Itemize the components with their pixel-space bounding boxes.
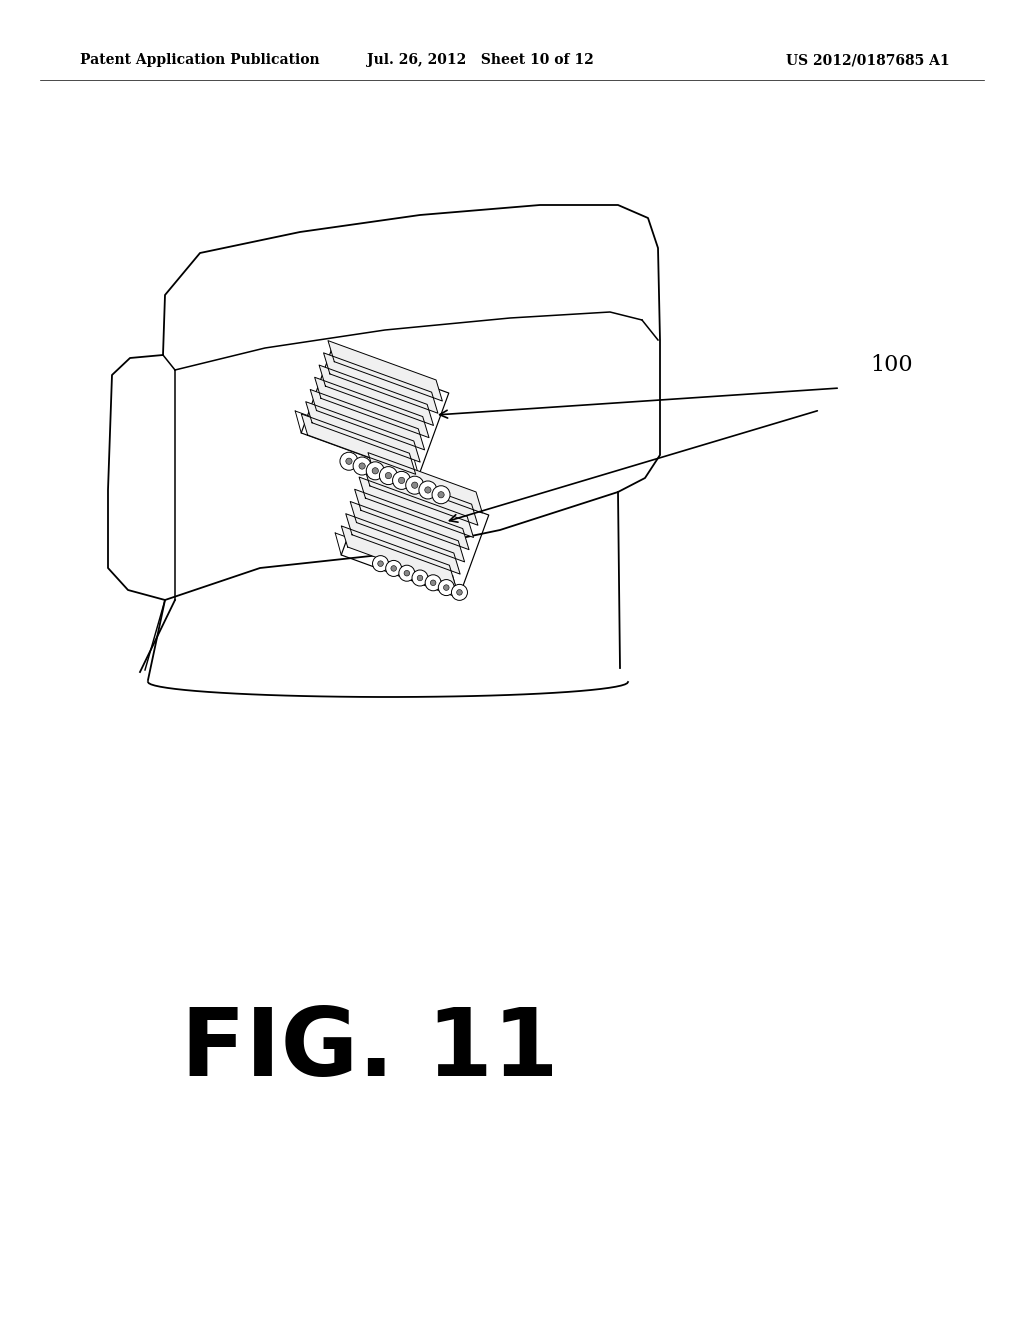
- Circle shape: [430, 579, 436, 586]
- Circle shape: [386, 561, 401, 577]
- Polygon shape: [310, 389, 425, 450]
- Polygon shape: [359, 477, 473, 537]
- Text: FIG. 11: FIG. 11: [181, 1005, 559, 1096]
- Polygon shape: [346, 513, 460, 574]
- Circle shape: [417, 576, 423, 581]
- Polygon shape: [328, 341, 442, 401]
- Polygon shape: [306, 401, 420, 462]
- Circle shape: [359, 463, 366, 469]
- Circle shape: [398, 565, 415, 581]
- Circle shape: [392, 471, 411, 490]
- Circle shape: [367, 462, 384, 479]
- Circle shape: [443, 585, 450, 590]
- Text: Patent Application Publication: Patent Application Publication: [80, 53, 319, 67]
- Text: 100: 100: [870, 354, 912, 376]
- Circle shape: [412, 570, 428, 586]
- Circle shape: [404, 570, 410, 576]
- Polygon shape: [301, 414, 416, 474]
- Circle shape: [340, 453, 358, 470]
- Polygon shape: [341, 525, 456, 586]
- Circle shape: [419, 480, 437, 499]
- Circle shape: [378, 561, 383, 566]
- Polygon shape: [350, 502, 465, 562]
- Circle shape: [398, 478, 404, 483]
- Circle shape: [385, 473, 391, 479]
- Text: Jul. 26, 2012   Sheet 10 of 12: Jul. 26, 2012 Sheet 10 of 12: [367, 53, 593, 67]
- Circle shape: [425, 487, 431, 494]
- Circle shape: [373, 556, 388, 572]
- Circle shape: [372, 467, 379, 474]
- Polygon shape: [368, 453, 482, 513]
- Polygon shape: [314, 378, 429, 438]
- Circle shape: [380, 466, 397, 484]
- Circle shape: [406, 477, 424, 494]
- Circle shape: [438, 579, 455, 595]
- Polygon shape: [319, 366, 433, 425]
- Circle shape: [412, 482, 418, 488]
- Circle shape: [438, 491, 444, 498]
- Polygon shape: [364, 465, 478, 525]
- Circle shape: [452, 585, 468, 601]
- Circle shape: [457, 590, 462, 595]
- Circle shape: [425, 574, 441, 591]
- Circle shape: [432, 486, 450, 504]
- Polygon shape: [324, 352, 438, 413]
- Circle shape: [346, 458, 352, 465]
- Text: US 2012/0187685 A1: US 2012/0187685 A1: [786, 53, 950, 67]
- Polygon shape: [354, 490, 469, 549]
- Circle shape: [353, 457, 371, 475]
- Circle shape: [391, 566, 396, 572]
